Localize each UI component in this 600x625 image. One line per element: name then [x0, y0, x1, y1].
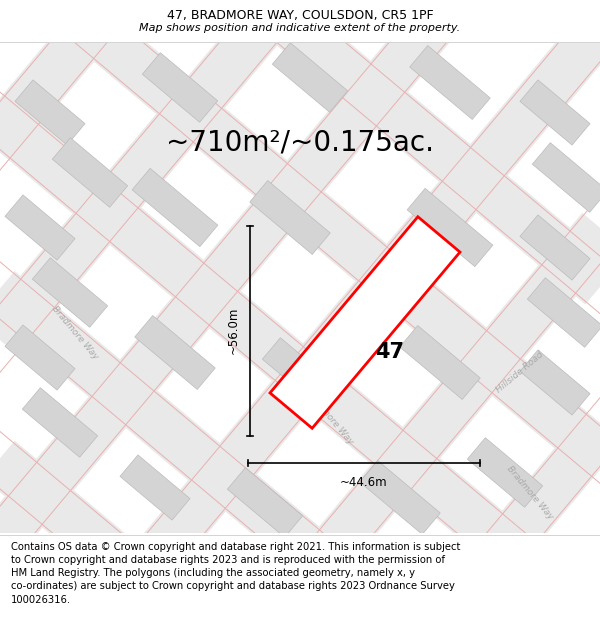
Polygon shape	[360, 461, 440, 534]
Polygon shape	[527, 278, 600, 348]
Polygon shape	[120, 455, 190, 520]
Polygon shape	[270, 217, 460, 428]
Polygon shape	[22, 388, 98, 458]
Text: Contains OS data © Crown copyright and database right 2021. This information is : Contains OS data © Crown copyright and d…	[11, 542, 460, 604]
Text: Hillside Road: Hillside Road	[494, 350, 545, 395]
Text: ~44.6m: ~44.6m	[340, 476, 388, 489]
Polygon shape	[142, 52, 218, 122]
Polygon shape	[520, 80, 590, 145]
Text: 47: 47	[376, 342, 404, 362]
Text: Bradmore Way: Bradmore Way	[50, 304, 100, 361]
Polygon shape	[132, 168, 218, 247]
Polygon shape	[52, 138, 128, 208]
Polygon shape	[467, 438, 542, 508]
Polygon shape	[400, 326, 480, 399]
Text: Bradmore Way: Bradmore Way	[305, 389, 355, 446]
Text: 47, BRADMORE WAY, COULSDON, CR5 1PF: 47, BRADMORE WAY, COULSDON, CR5 1PF	[167, 9, 433, 22]
Text: ~56.0m: ~56.0m	[227, 307, 240, 354]
Polygon shape	[15, 80, 85, 145]
Polygon shape	[262, 338, 338, 408]
Polygon shape	[5, 325, 75, 390]
Polygon shape	[407, 188, 493, 267]
Text: ~710m²/~0.175ac.: ~710m²/~0.175ac.	[166, 129, 434, 156]
Polygon shape	[532, 142, 600, 212]
Polygon shape	[410, 46, 490, 119]
Polygon shape	[250, 181, 330, 254]
Polygon shape	[32, 258, 107, 328]
Polygon shape	[135, 316, 215, 389]
Polygon shape	[227, 468, 302, 538]
Text: Bradmore Way: Bradmore Way	[505, 464, 555, 521]
Polygon shape	[520, 215, 590, 280]
Text: Map shows position and indicative extent of the property.: Map shows position and indicative extent…	[139, 23, 461, 33]
Polygon shape	[272, 42, 347, 112]
Polygon shape	[5, 195, 75, 260]
Polygon shape	[520, 350, 590, 415]
